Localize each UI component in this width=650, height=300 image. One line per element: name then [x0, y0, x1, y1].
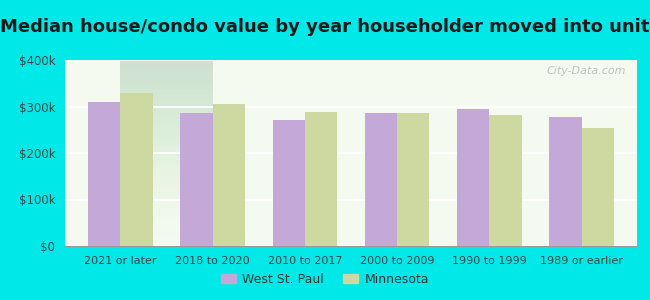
- Bar: [180, 112, 213, 246]
- Bar: [365, 113, 397, 246]
- Text: City-Data.com: City-Data.com: [546, 66, 625, 76]
- Bar: [88, 102, 120, 246]
- Text: Median house/condo value by year householder moved into unit: Median house/condo value by year househo…: [0, 18, 650, 36]
- Bar: [489, 115, 522, 246]
- Bar: [457, 109, 489, 246]
- Bar: [213, 104, 245, 246]
- Legend: West St. Paul, Minnesota: West St. Paul, Minnesota: [216, 268, 434, 291]
- Bar: [582, 128, 614, 246]
- Bar: [305, 112, 337, 246]
- Bar: [397, 113, 430, 246]
- Bar: [120, 94, 153, 246]
- Bar: [272, 119, 305, 246]
- Bar: [549, 117, 582, 246]
